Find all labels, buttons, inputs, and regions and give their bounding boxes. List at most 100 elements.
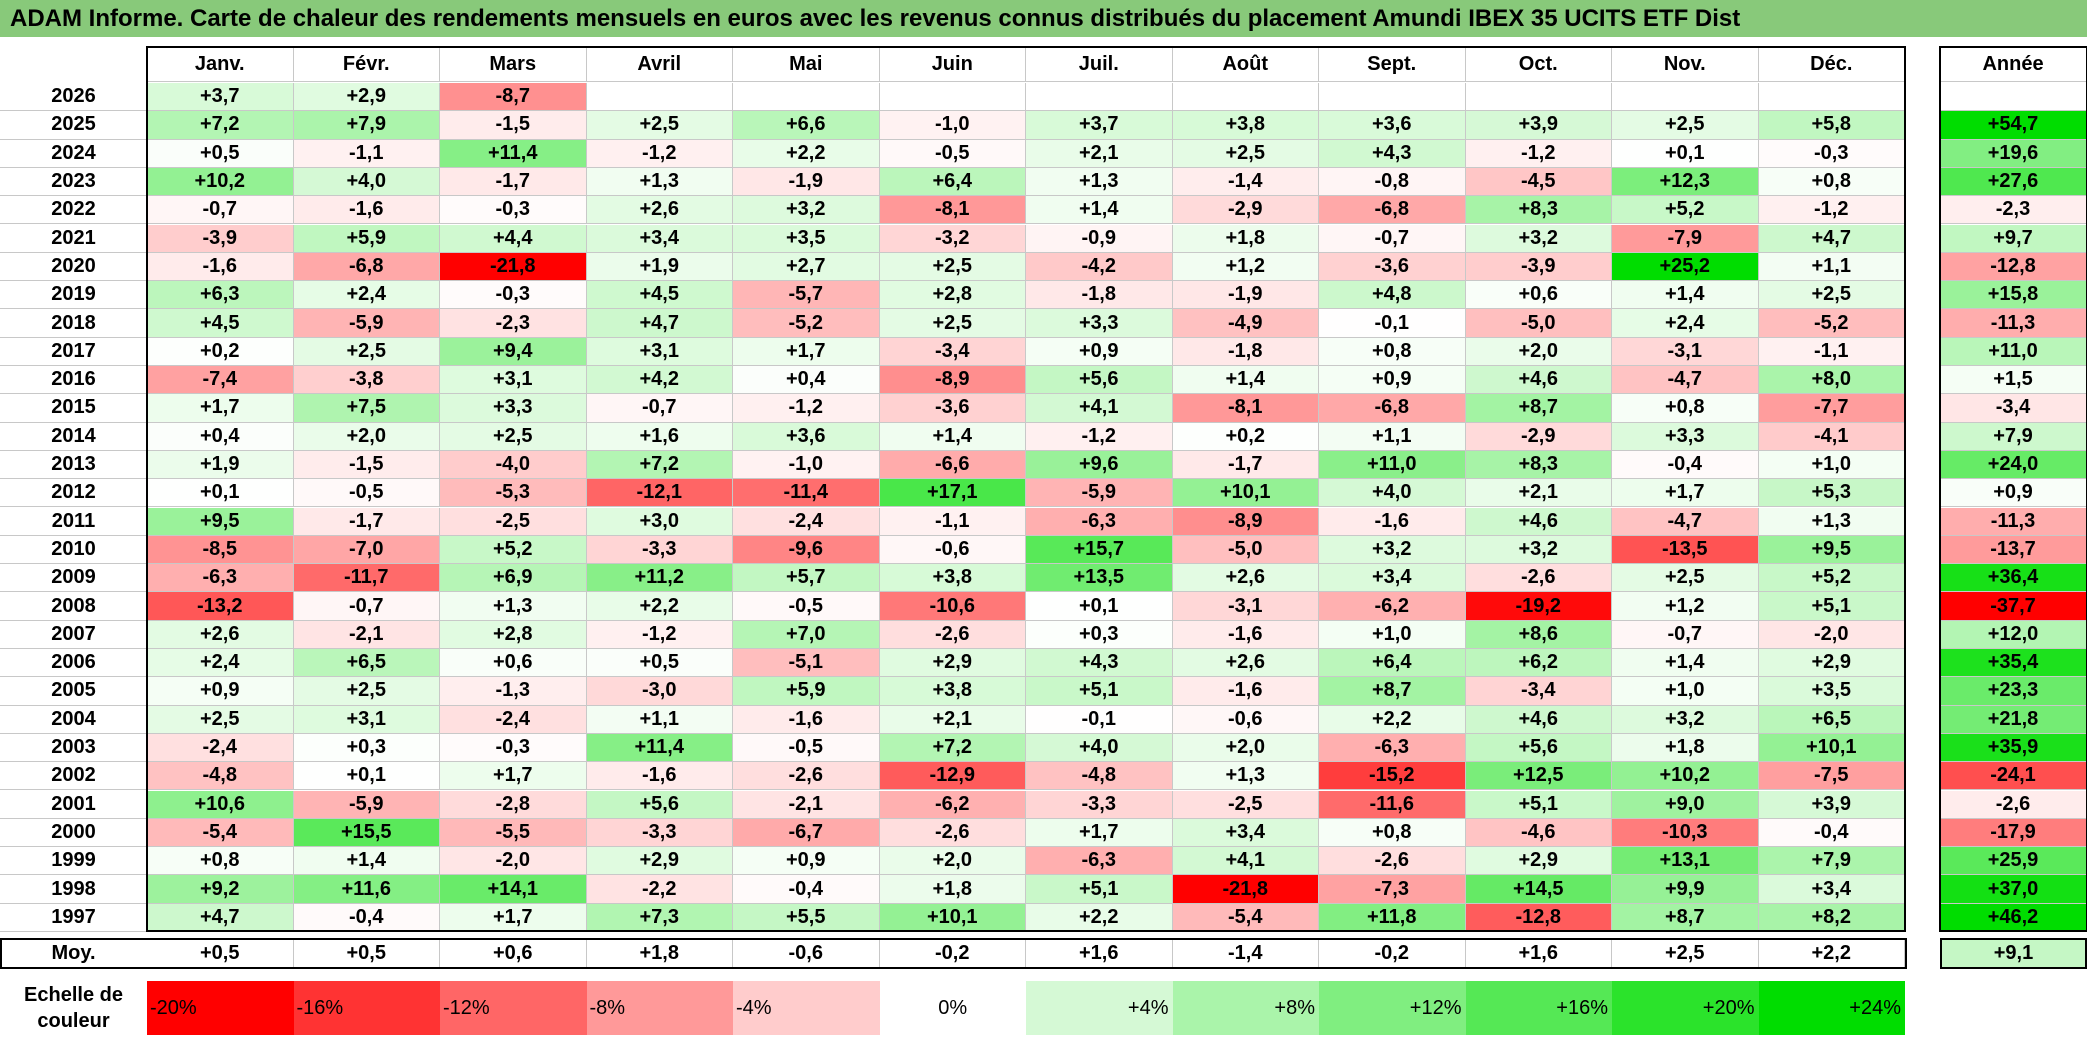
heatmap-cell: +1,0 [1319, 620, 1466, 649]
heatmap-cell: +7,9 [293, 111, 440, 140]
heatmap-cell: -2,4 [733, 507, 880, 536]
heatmap-cell: -5,2 [733, 309, 880, 338]
heatmap-cell: +3,0 [586, 507, 733, 536]
heatmap-cell: +6,5 [293, 649, 440, 678]
year-total-cell: +24,0 [1940, 450, 2087, 480]
heatmap-cell: -1,5 [293, 450, 440, 480]
heatmap-cell: -1,8 [1026, 281, 1173, 310]
year-label: 2011 [0, 507, 147, 536]
heatmap-cell: +0,8 [1319, 337, 1466, 366]
heatmap-cell: -1,6 [1172, 620, 1319, 649]
heatmap-cell: +0,6 [440, 649, 587, 678]
heatmap-cell: +1,4 [1026, 196, 1173, 225]
heatmap-cell: +2,4 [1612, 309, 1759, 338]
heatmap-cell: +1,4 [879, 422, 1026, 451]
heatmap-cell: +3,3 [440, 394, 587, 423]
month-header: Févr. [293, 47, 440, 82]
heatmap-cell: +15,5 [293, 818, 440, 848]
heatmap-cell: +7,2 [879, 733, 1026, 763]
heatmap-cell: -10,3 [1612, 818, 1759, 848]
heatmap-cell: +1,3 [586, 167, 733, 197]
heatmap-cell: +6,3 [147, 281, 294, 310]
heatmap-cell: +3,7 [1026, 111, 1173, 140]
heatmap-cell: -1,1 [879, 507, 1026, 536]
year-total-cell: -11,3 [1940, 309, 2087, 338]
year-label: 2000 [0, 818, 147, 848]
heatmap-cell: +1,3 [440, 592, 587, 621]
heatmap-cell: -3,9 [1465, 252, 1612, 282]
heatmap-cell: -12,8 [1465, 903, 1612, 932]
heatmap-cell: +0,5 [147, 139, 294, 168]
heatmap-cell: +1,8 [1612, 733, 1759, 763]
average-cell: -0,2 [1319, 940, 1466, 967]
heatmap-cell: -0,1 [1319, 309, 1466, 338]
year-total-cell: +21,8 [1940, 705, 2087, 734]
heatmap-cell: -5,9 [293, 790, 440, 819]
heatmap-cell: -3,1 [1172, 592, 1319, 621]
heatmap-cell: -1,2 [1758, 196, 1905, 225]
heatmap-cell: +3,3 [1612, 422, 1759, 451]
year-total-cell: +1,5 [1940, 366, 2087, 395]
year-total-cell: -2,6 [1940, 790, 2087, 819]
color-scale-stop: +20% [1612, 981, 1759, 1035]
heatmap-cell: +6,6 [733, 111, 880, 140]
average-cell: +2,5 [1612, 940, 1759, 967]
heatmap-cell: +5,1 [1026, 875, 1173, 904]
average-cell: +0,6 [440, 940, 587, 967]
heatmap-cell: -0,3 [440, 281, 587, 310]
heatmap-cell: -5,4 [1172, 903, 1319, 932]
heatmap-cell: +11,4 [586, 733, 733, 763]
heatmap-cell: +2,9 [1465, 847, 1612, 876]
heatmap-cell: +9,4 [440, 337, 587, 366]
heatmap-cell: +2,7 [733, 252, 880, 282]
heatmap-cell: +4,5 [586, 281, 733, 310]
year-label: 2023 [0, 167, 147, 197]
heatmap-cell: -0,1 [1026, 705, 1173, 734]
color-scale-stop: +8% [1172, 981, 1319, 1035]
heatmap-cell: -1,7 [1172, 450, 1319, 480]
heatmap-cell: -1,2 [1026, 422, 1173, 451]
heatmap-cell: -3,0 [586, 677, 733, 706]
heatmap-cell: +4,1 [1026, 394, 1173, 423]
heatmap-cell: +4,6 [1465, 507, 1612, 536]
heatmap-cell: +2,5 [1612, 564, 1759, 593]
heatmap-cell: +7,0 [733, 620, 880, 649]
heatmap-cell: -1,4 [1172, 167, 1319, 197]
heatmap-cell: +2,5 [879, 252, 1026, 282]
heatmap-cell: +1,8 [1172, 224, 1319, 253]
heatmap-cell: +3,2 [1465, 224, 1612, 253]
heatmap-cell: +8,7 [1319, 677, 1466, 706]
year-label: 2020 [0, 252, 147, 282]
heatmap-cell: +10,1 [1172, 479, 1319, 508]
page-title: ADAM Informe. Carte de chaleur des rende… [0, 0, 2087, 37]
heatmap-cell: -3,2 [879, 224, 1026, 253]
heatmap-cell: +0,8 [1758, 167, 1905, 197]
heatmap-cell: +3,2 [733, 196, 880, 225]
color-scale-stop: 0% [879, 981, 1026, 1035]
heatmap-cell: -2,6 [1319, 847, 1466, 876]
heatmap-cell: -0,3 [1758, 139, 1905, 168]
heatmap-cell [879, 83, 1026, 112]
year-label: 2016 [0, 366, 147, 395]
month-header: Déc. [1758, 47, 1905, 82]
heatmap-cell: +4,7 [1758, 224, 1905, 253]
heatmap-cell: -4,2 [1026, 252, 1173, 282]
heatmap-cell: +2,5 [586, 111, 733, 140]
heatmap-cell: -6,2 [879, 790, 1026, 819]
heatmap-cell: -12,1 [586, 479, 733, 508]
heatmap-cell: +2,8 [440, 620, 587, 649]
heatmap-cell: +4,3 [1026, 649, 1173, 678]
heatmap-cell: -6,3 [1319, 733, 1466, 763]
heatmap-cell: -21,8 [440, 252, 587, 282]
heatmap-cell: -0,7 [1612, 620, 1759, 649]
heatmap-cell: +2,0 [293, 422, 440, 451]
average-label: Moy. [51, 942, 96, 964]
heatmap-cell: -1,9 [733, 167, 880, 197]
heatmap-cell: -2,5 [1172, 790, 1319, 819]
heatmap-cell [1612, 83, 1759, 112]
heatmap-cell: -1,2 [586, 620, 733, 649]
heatmap-cell: -6,6 [879, 450, 1026, 480]
color-scale-stop: +16% [1465, 981, 1612, 1035]
color-scale-label-line2: couleur [37, 1010, 110, 1032]
heatmap-cell: -3,9 [147, 224, 294, 253]
